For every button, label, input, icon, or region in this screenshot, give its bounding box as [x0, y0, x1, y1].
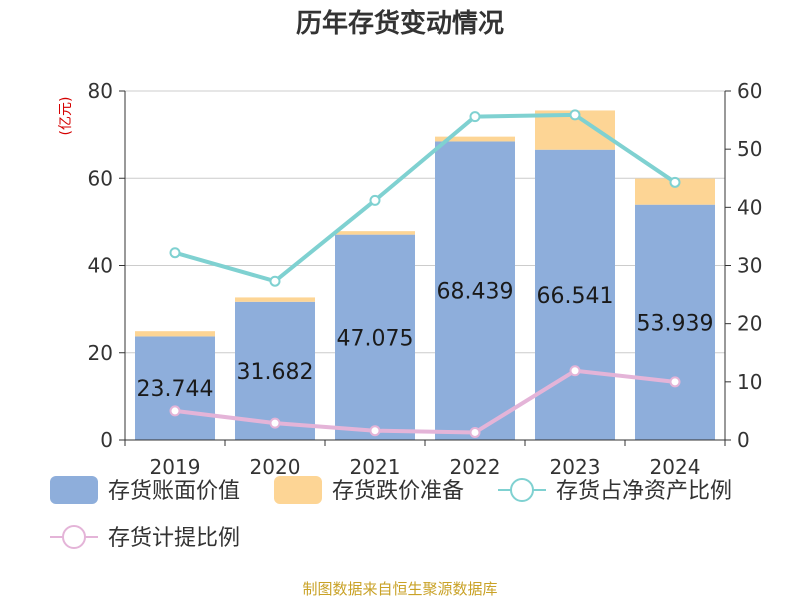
bar-book-value — [335, 234, 415, 440]
line-point — [569, 365, 581, 377]
legend-label: 存货占净资产比例 — [556, 479, 732, 504]
bar-book-value — [435, 141, 515, 440]
right-tick-label: 10 — [737, 370, 762, 394]
bar-value-label: 23.744 — [137, 377, 214, 402]
legend-swatch — [50, 476, 98, 504]
x-tick-label: 2022 — [450, 455, 501, 479]
bar-book-value — [135, 336, 215, 440]
bar-value-label: 66.541 — [537, 284, 614, 309]
right-tick-label: 60 — [737, 79, 762, 103]
x-tick-label: 2019 — [150, 455, 201, 479]
chart-title: 历年存货变动情况 — [296, 8, 504, 39]
bar-book-value — [635, 204, 715, 440]
left-tick-label: 60 — [88, 166, 113, 190]
legend-marker — [510, 478, 534, 502]
bar-labels-group: 23.744 31.682 47.075 68.439 66.541 53.939 — [137, 280, 714, 402]
x-tick-label: 2020 — [250, 455, 301, 479]
line-point — [669, 376, 681, 388]
lines-group — [169, 109, 681, 438]
x-tick-label: 2021 — [350, 455, 401, 479]
right-axis-unit: % — [796, 85, 800, 98]
left-tick-label: 80 — [88, 79, 113, 103]
bar-impairment — [235, 297, 315, 302]
right-tick-label: 20 — [737, 312, 762, 336]
line-series-3 — [174, 368, 676, 435]
bar-book-value — [535, 149, 615, 440]
line-point — [669, 176, 681, 188]
right-tick-label: 30 — [737, 254, 762, 278]
axes-group: 0 20 40 60 80 0 10 20 30 40 50 60 2019 2020 2021 2022 20… — [88, 79, 763, 479]
legend-label: 存货计提比例 — [108, 526, 240, 551]
bar-book-value — [235, 301, 315, 440]
line-point — [369, 425, 381, 437]
left-axis-unit: (亿元) — [58, 97, 74, 136]
line-point — [269, 275, 281, 287]
legend-marker — [62, 525, 86, 549]
bar-impairment — [435, 136, 515, 142]
legend-label: 存货账面价值 — [108, 479, 240, 504]
bar-value-label: 31.682 — [237, 360, 314, 385]
legend-swatch — [274, 476, 322, 504]
bars-group — [135, 110, 715, 440]
right-tick-label: 40 — [737, 195, 762, 219]
right-tick-label: 50 — [737, 137, 762, 161]
line-series-2 — [174, 112, 677, 284]
line-point — [169, 247, 181, 259]
x-tick-label: 2024 — [650, 455, 701, 479]
bar-value-label: 47.075 — [337, 326, 414, 351]
legend-label: 存货跌价准备 — [332, 479, 464, 504]
line-point — [269, 417, 281, 429]
source-note: 制图数据来自恒生聚源数据库 — [302, 580, 497, 598]
line-point — [569, 109, 581, 121]
line-point — [469, 111, 481, 123]
x-tick-label: 2023 — [550, 455, 601, 479]
bar-impairment — [135, 331, 215, 337]
bar-value-label: 53.939 — [637, 311, 714, 336]
line-point — [469, 426, 481, 438]
right-tick-label: 0 — [737, 428, 750, 452]
line-point — [369, 194, 381, 206]
line-point — [169, 405, 181, 417]
bar-impairment — [335, 231, 415, 235]
left-tick-label: 20 — [88, 341, 113, 365]
left-tick-label: 0 — [100, 428, 113, 452]
left-tick-label: 40 — [88, 254, 113, 278]
bar-value-label: 68.439 — [437, 280, 514, 305]
